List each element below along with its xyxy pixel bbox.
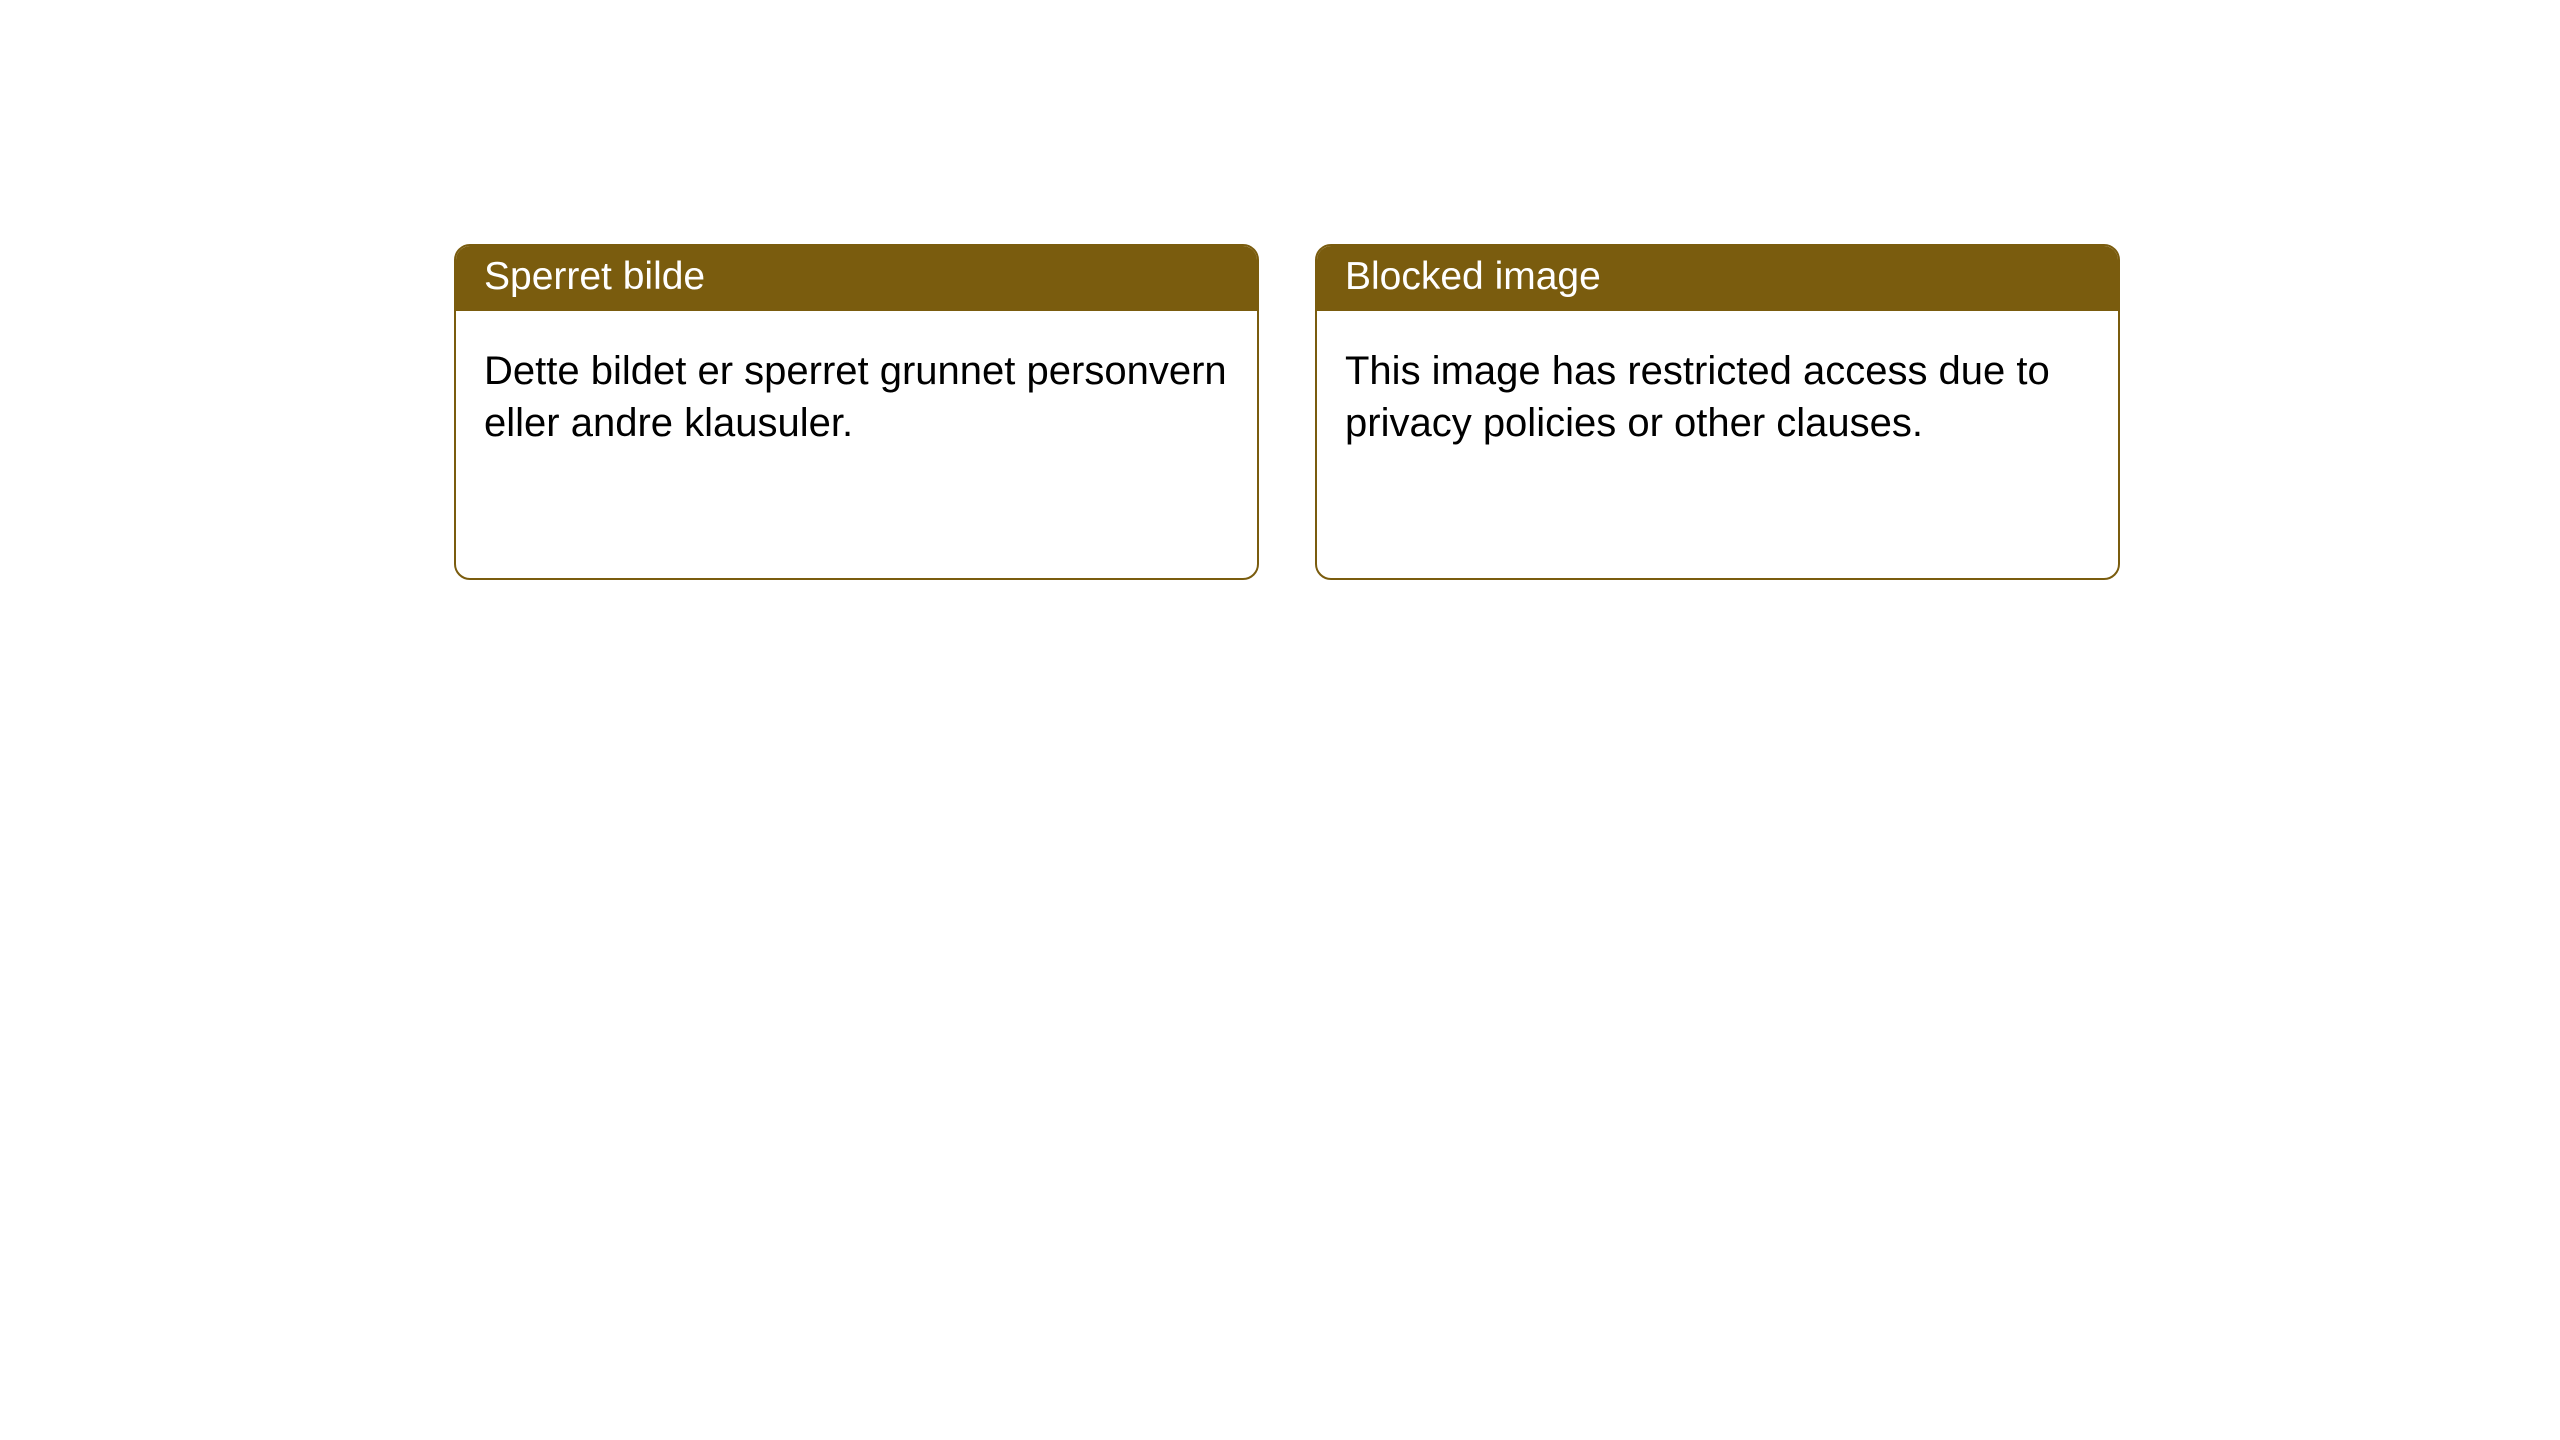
notice-card-norwegian: Sperret bilde Dette bildet er sperret gr…	[454, 244, 1259, 580]
notice-card-english: Blocked image This image has restricted …	[1315, 244, 2120, 580]
notice-title: Sperret bilde	[456, 246, 1257, 311]
notice-body: This image has restricted access due to …	[1317, 311, 2118, 483]
notice-container: Sperret bilde Dette bildet er sperret gr…	[0, 0, 2560, 580]
notice-title: Blocked image	[1317, 246, 2118, 311]
notice-body: Dette bildet er sperret grunnet personve…	[456, 311, 1257, 483]
